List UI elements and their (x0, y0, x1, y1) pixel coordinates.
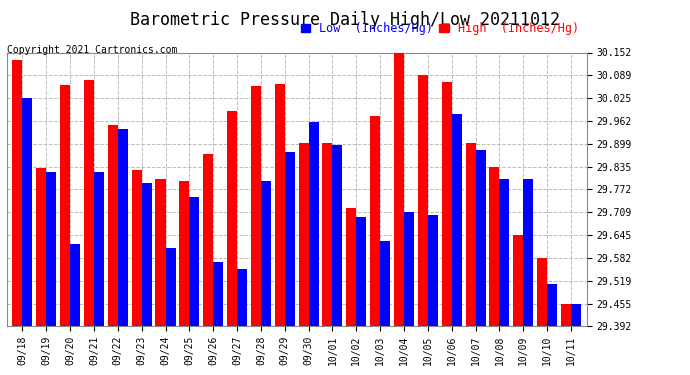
Bar (94, 172, 104, 326)
Bar (380, 240, 391, 326)
Bar (60, 85, 70, 326)
Bar (227, 111, 237, 326)
Bar (537, 258, 547, 326)
Bar (299, 143, 308, 326)
Bar (404, 212, 414, 326)
Bar (333, 145, 342, 326)
Bar (442, 82, 452, 326)
Bar (322, 143, 333, 326)
Bar (356, 217, 366, 326)
Bar (428, 215, 438, 326)
Bar (118, 129, 128, 326)
Bar (466, 143, 475, 326)
Text: Copyright 2021 Cartronics.com: Copyright 2021 Cartronics.com (7, 45, 177, 55)
Bar (308, 122, 319, 326)
Bar (513, 235, 523, 326)
Bar (70, 244, 80, 326)
Bar (132, 170, 141, 326)
Bar (237, 269, 247, 326)
Bar (213, 262, 224, 326)
Bar (179, 181, 189, 326)
Bar (394, 53, 404, 326)
Text: Barometric Pressure Daily High/Low 20211012: Barometric Pressure Daily High/Low 20211… (130, 11, 560, 29)
Bar (166, 248, 175, 326)
Bar (37, 168, 46, 326)
Bar (46, 172, 57, 326)
Bar (418, 75, 428, 326)
Bar (346, 208, 356, 326)
Bar (22, 98, 32, 326)
Bar (370, 116, 380, 326)
Bar (155, 179, 166, 326)
Bar (561, 303, 571, 326)
Bar (261, 181, 271, 326)
Bar (500, 179, 509, 326)
Bar (84, 80, 94, 326)
Bar (523, 179, 533, 326)
Legend: Low  (Inches/Hg), High  (Inches/Hg): Low (Inches/Hg), High (Inches/Hg) (296, 17, 584, 40)
Bar (12, 60, 22, 326)
Bar (189, 197, 199, 326)
Bar (452, 114, 462, 326)
Bar (285, 152, 295, 326)
Bar (475, 150, 486, 326)
Bar (141, 183, 152, 326)
Bar (489, 166, 500, 326)
Bar (251, 86, 261, 326)
Bar (203, 154, 213, 326)
Bar (547, 284, 557, 326)
Bar (571, 303, 581, 326)
Bar (275, 84, 285, 326)
Bar (108, 125, 118, 326)
